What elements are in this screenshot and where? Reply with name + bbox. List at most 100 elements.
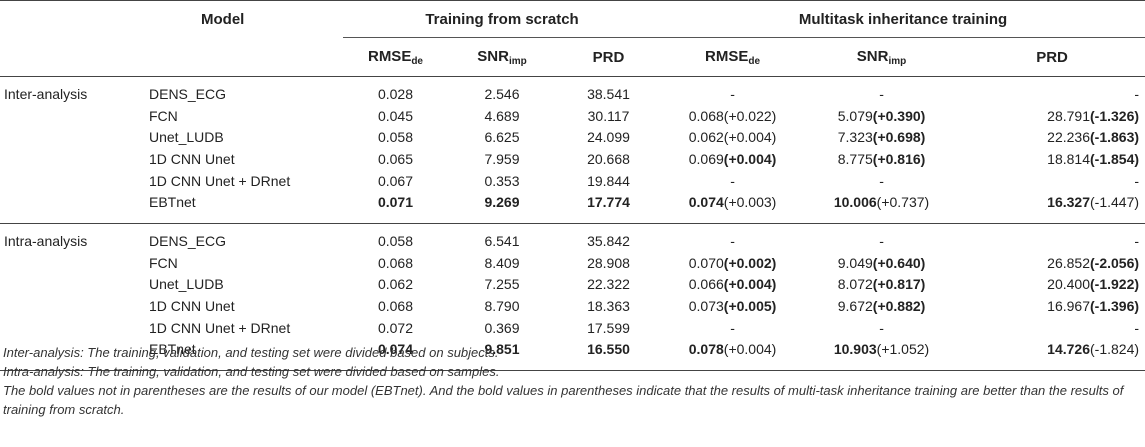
num-scratch-prd: 17.774 <box>587 194 630 211</box>
group-separator <box>0 212 1145 224</box>
mti-prd: 16.967(-1.396) <box>959 295 1145 317</box>
mti-rmse: 0.074(+0.003) <box>661 191 804 213</box>
separator-cell <box>959 212 1145 224</box>
mti-rmse-value: 0.062 <box>688 129 724 146</box>
mti-prd-value: 18.814 <box>1047 150 1090 167</box>
table-row: 1D CNN Unet + DRnet 0.067 0.353 19.844 - - - <box>0 170 1145 192</box>
separator-cell <box>804 359 960 371</box>
mti-prd-value: 22.236 <box>1047 129 1090 146</box>
mti-rmse: 0.073(+0.005) <box>661 295 804 317</box>
mti-snr: - <box>804 170 959 192</box>
mti-prd-value: 16.327 <box>1047 194 1090 211</box>
mti-rmse-delta: (+0.004) <box>723 150 777 167</box>
mti-snr-value: 7.323 <box>837 129 873 146</box>
mti-prd-value: 20.400 <box>1047 276 1090 293</box>
mti-prd-delta: (-1.447) <box>1090 194 1140 211</box>
table-row: FCN 0.068 8.409 28.908 0.070(+0.002) 9.049(+0… <box>0 252 1145 274</box>
table-row: Inter-analysis DENS_ECG 0.028 2.546 38.541 - -… <box>0 77 1145 106</box>
num-scratch-prd: 19.844 <box>587 172 630 189</box>
header-group-scratch: Training from scratch <box>343 0 662 38</box>
table-row: 1D CNN Unet + DRnet 0.072 0.369 17.599 - - - <box>0 317 1145 339</box>
mti-prd-value: 28.791 <box>1047 107 1090 124</box>
mti-snr-value: 9.049 <box>837 254 873 271</box>
num-scratch-rmse: 0.068 <box>377 254 414 271</box>
header-rmse-scratch: RMSEde <box>343 37 448 77</box>
mti-snr: 10.006(+0.737) <box>804 191 959 213</box>
num-scratch-snr: 6.541 <box>484 232 520 249</box>
mti-rmse-delta: (+0.022) <box>723 107 777 124</box>
mti-prd-value: - <box>1134 86 1140 102</box>
model-name: FCN <box>149 254 178 271</box>
mti-snr-value: 5.079 <box>837 107 873 124</box>
num-scratch-rmse: 0.074 <box>377 341 414 358</box>
model-name: 1D CNN Unet + DRnet <box>149 319 291 336</box>
group-label-empty <box>0 252 143 274</box>
separator-cell <box>143 359 343 371</box>
header-snr-mti: SNRimp <box>804 37 960 77</box>
separator-cell <box>0 212 143 224</box>
num-scratch-rmse: 0.062 <box>377 276 414 293</box>
group-label-empty <box>0 274 143 296</box>
mti-rmse-value: - <box>730 232 735 249</box>
table-footnotes: Inter-analysis: The training, validation… <box>3 343 1141 419</box>
mti-rmse: 0.062(+0.004) <box>661 127 804 149</box>
mti-prd: - <box>959 223 1145 252</box>
num-scratch-prd: 30.117 <box>587 107 630 124</box>
mti-rmse-value: 0.070 <box>688 254 724 271</box>
num-scratch-prd: 17.599 <box>587 319 630 336</box>
num-scratch-prd: 35.842 <box>587 232 630 249</box>
table-row: FCN 0.045 4.689 30.117 0.068(+0.022) 5.079(+0… <box>0 105 1145 127</box>
mti-rmse: 0.070(+0.002) <box>661 252 804 274</box>
num-scratch-prd: 18.363 <box>587 297 630 314</box>
num-scratch-rmse: 0.058 <box>377 232 414 249</box>
mti-snr-value: 8.072 <box>837 276 873 293</box>
mti-snr: 10.903(+1.052) <box>804 338 959 360</box>
mti-prd: 14.726(-1.824) <box>959 338 1145 360</box>
mti-snr-delta: (+0.698) <box>872 129 926 146</box>
num-scratch-snr: 8.790 <box>484 297 520 314</box>
header-prd-scratch: PRD <box>556 37 662 77</box>
mti-snr-delta: (+1.052) <box>876 341 930 358</box>
num-scratch-rmse: 0.065 <box>377 150 414 167</box>
mti-prd-value: - <box>1134 319 1140 336</box>
num-scratch-prd: 16.550 <box>587 341 630 358</box>
mti-rmse-value: 0.078 <box>688 341 724 358</box>
mti-rmse-delta: (+0.002) <box>723 254 777 271</box>
num-scratch-snr: 0.369 <box>484 319 520 336</box>
header-prd-mti: PRD <box>959 37 1145 77</box>
mti-snr-value: 10.006 <box>833 194 877 211</box>
num-scratch-rmse: 0.045 <box>377 107 414 124</box>
mti-snr-value: - <box>879 172 884 189</box>
mti-prd: 18.814(-1.854) <box>959 148 1145 170</box>
header-snr-scratch: SNRimp <box>448 37 556 77</box>
num-scratch-rmse: 0.072 <box>377 319 414 336</box>
model-name: EBTnet <box>149 194 196 211</box>
num-scratch-snr: 7.959 <box>484 150 520 167</box>
table-row: Intra-analysis DENS_ECG 0.058 6.541 35.842 - -… <box>0 223 1145 252</box>
mti-rmse-value: - <box>730 172 735 189</box>
separator-cell <box>143 212 343 224</box>
model-name: 1D CNN Unet <box>149 297 235 314</box>
mti-rmse: - <box>661 223 804 252</box>
group-separator <box>0 359 1145 371</box>
model-name: FCN <box>149 107 178 124</box>
mti-prd-delta: (-1.396) <box>1090 297 1140 314</box>
mti-prd-value: 26.852 <box>1047 254 1090 271</box>
separator-cell <box>556 359 662 371</box>
mti-rmse: - <box>661 77 804 106</box>
separator-cell <box>0 359 143 371</box>
mti-rmse-delta: (+0.004) <box>723 341 777 358</box>
table-row: Unet_LUDB 0.058 6.625 24.099 0.062(+0.004) 7.… <box>0 127 1145 149</box>
mti-prd: - <box>959 317 1145 339</box>
group-label-empty <box>0 191 143 213</box>
mti-prd-value: - <box>1134 172 1140 189</box>
mti-rmse-value: - <box>730 86 735 102</box>
model-name: 1D CNN Unet + DRnet <box>149 172 291 189</box>
mti-prd: - <box>959 77 1145 106</box>
num-scratch-prd: 38.541 <box>587 86 630 102</box>
mti-prd-delta: (-2.056) <box>1090 254 1140 271</box>
separator-cell <box>343 212 448 224</box>
num-scratch-snr: 7.255 <box>484 276 520 293</box>
mti-snr-value: 8.775 <box>837 150 873 167</box>
